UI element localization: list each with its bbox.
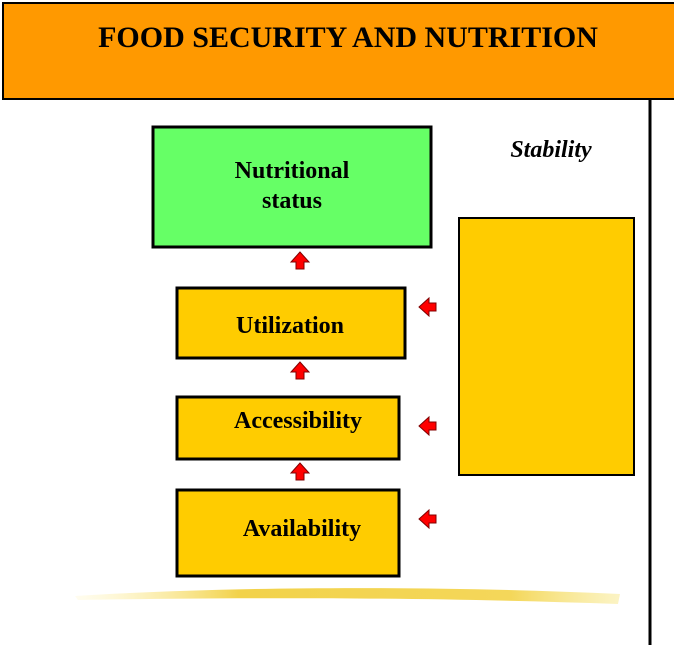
up-arrow — [289, 361, 311, 380]
up-arrow — [289, 251, 311, 270]
stability-box — [458, 217, 635, 476]
node-box — [151, 125, 433, 249]
node-label: Availability — [243, 516, 361, 542]
stability-label: Stability — [510, 137, 592, 163]
arrows — [289, 251, 437, 530]
node-label: Utilization — [236, 313, 344, 339]
up-arrow — [289, 462, 311, 481]
left-arrow — [418, 508, 437, 530]
title: FOOD SECURITY AND NUTRITION — [98, 21, 598, 54]
node-box — [175, 286, 407, 360]
node-box — [175, 395, 401, 461]
header-bar — [2, 2, 674, 100]
brush-stroke — [75, 588, 620, 604]
node-label: Nutritional status — [235, 158, 350, 214]
left-arrow — [418, 296, 437, 318]
node-box — [175, 488, 401, 578]
left-arrow — [418, 415, 437, 437]
node-label: Accessibility — [234, 408, 362, 434]
